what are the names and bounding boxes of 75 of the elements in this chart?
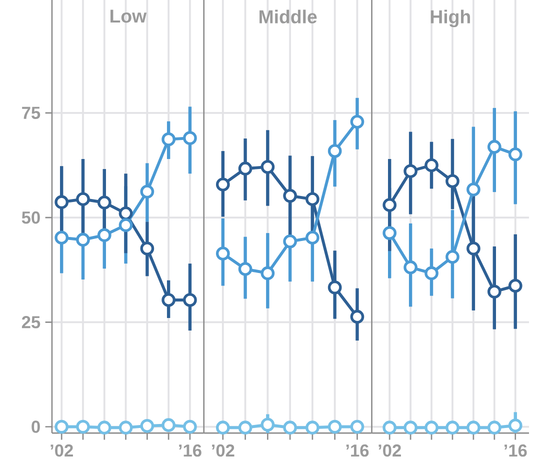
chart-title: High — [430, 10, 470, 27]
point — [54, 420, 69, 434]
point — [350, 310, 364, 324]
point — [183, 130, 197, 145]
point — [283, 234, 297, 248]
point — [508, 147, 522, 162]
point — [183, 292, 197, 307]
chart-title: Middle — [260, 10, 317, 24]
point — [260, 160, 275, 174]
point — [283, 188, 297, 203]
y-tick-label: 0 — [32, 420, 40, 433]
point — [328, 144, 342, 158]
y-tick-label: 25 — [22, 316, 40, 328]
point — [404, 420, 418, 434]
point — [260, 266, 275, 280]
point — [76, 232, 90, 247]
point — [238, 420, 252, 434]
point — [306, 192, 320, 206]
point — [487, 284, 502, 298]
point — [404, 260, 418, 274]
x-tick-label: ’02 — [50, 444, 73, 457]
point — [424, 420, 438, 434]
x-tick-label: ’16 — [346, 444, 369, 457]
point — [382, 420, 397, 434]
point — [76, 420, 90, 434]
y-tick-label: 50 — [22, 211, 40, 224]
point — [466, 420, 480, 434]
point — [54, 194, 69, 209]
point — [97, 228, 112, 242]
y-tick-label: 75 — [22, 106, 40, 119]
point — [216, 177, 230, 192]
point — [446, 420, 460, 434]
point — [238, 262, 252, 276]
point — [424, 158, 438, 172]
x-tick-label: ’16 — [504, 444, 527, 457]
point — [446, 250, 460, 264]
point — [216, 420, 230, 434]
point — [508, 278, 522, 293]
x-tick-label: ’02 — [212, 444, 234, 457]
point — [97, 195, 112, 210]
point — [238, 162, 252, 176]
point — [487, 140, 502, 154]
point — [162, 418, 176, 432]
x-tick-label: ’02 — [378, 444, 401, 457]
point — [487, 420, 502, 434]
chart-title: Low — [110, 10, 147, 23]
point — [76, 192, 90, 206]
point — [118, 206, 133, 220]
point — [306, 230, 320, 244]
point — [216, 246, 230, 260]
point — [328, 420, 342, 434]
point — [424, 266, 438, 280]
point — [466, 241, 480, 256]
point — [260, 418, 275, 432]
point — [183, 420, 197, 434]
point — [404, 164, 418, 178]
point — [97, 420, 112, 434]
point — [446, 174, 460, 188]
point — [54, 230, 69, 244]
x-tick-label: ’16 — [179, 444, 202, 457]
point — [306, 420, 320, 434]
point — [283, 420, 297, 434]
point — [350, 420, 364, 434]
point — [328, 280, 342, 294]
point — [162, 292, 176, 307]
point — [140, 241, 154, 256]
point — [140, 184, 154, 198]
point — [118, 420, 133, 434]
point — [140, 418, 154, 433]
point — [162, 132, 176, 146]
point — [382, 198, 397, 212]
point — [350, 114, 364, 129]
point — [466, 182, 480, 196]
point — [382, 226, 397, 240]
point — [118, 218, 133, 232]
